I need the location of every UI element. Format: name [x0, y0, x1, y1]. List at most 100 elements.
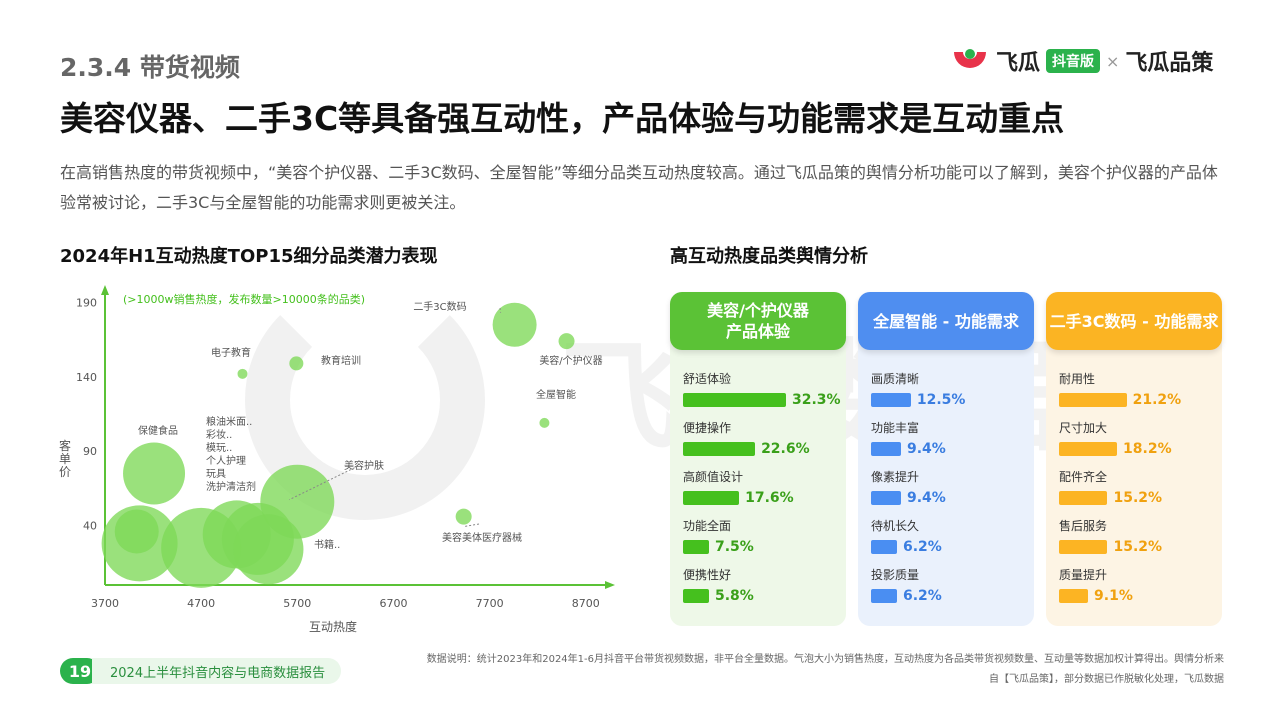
sentiment-bar: [871, 540, 897, 554]
bubble: [558, 333, 575, 350]
sentiment-item-label: 舒适体验: [683, 372, 732, 386]
bubble: [233, 514, 304, 585]
feigua-logo-icon: [954, 49, 986, 68]
sentiment-item: 功能全面 7.5%: [683, 517, 754, 555]
sentiment-bar: [1059, 442, 1118, 456]
sentiment-bar: [683, 589, 709, 603]
cluster-label: 彩妆..: [206, 428, 232, 441]
sentiment-value: 12.5%: [916, 392, 966, 408]
y-tick-label: 40: [83, 520, 97, 533]
sentiment-bar: [683, 442, 756, 456]
sentiment-item-label: 功能丰富: [871, 421, 920, 435]
sentiment-bar: [871, 491, 901, 505]
sentiment-item-label: 便捷操作: [683, 421, 732, 435]
sentiment-panel-header: 二手3C数码 - 功能需求: [1046, 292, 1222, 350]
sentiment-item-label: 便携性好: [683, 568, 732, 582]
bubble: [237, 368, 248, 379]
sentiment-item: 便捷操作 22.6%: [683, 419, 810, 457]
x-axis-arrow: [605, 581, 615, 589]
y-axis-title-char: 价: [59, 465, 71, 479]
sentiment-bar: [871, 589, 897, 603]
leader-line: [499, 307, 502, 313]
x-tick-label: 5700: [283, 597, 311, 610]
logo-text-feigua: 飞瓜: [996, 51, 1041, 76]
sentiment-panel: 全屋智能 - 功能需求画质清晰 12.5% 功能丰富 9.4% 像素提升 9.4% 待机长久…: [858, 292, 1034, 626]
sentiment-value: 7.5%: [715, 539, 754, 555]
sentiment-item-label: 质量提升: [1059, 568, 1108, 582]
sentiment-item: 画质清晰 12.5%: [871, 370, 965, 408]
footer-badge: 19 2024上半年抖音内容与电商数据报告: [60, 658, 342, 684]
y-axis-title-char: 单: [59, 452, 71, 466]
y-axis-title-char: 客: [59, 438, 71, 453]
sentiment-item: 功能丰富 9.4%: [871, 419, 946, 457]
sentiment-value: 9.4%: [906, 490, 946, 506]
bubble-label: 二手3C数码: [413, 300, 466, 313]
sentiment-item-label: 高颜值设计: [683, 470, 744, 484]
sentiment-item-label: 投影质量: [871, 568, 920, 582]
bubble-label: 书籍..: [314, 538, 340, 551]
bubble: [539, 417, 550, 428]
leader-line: [289, 465, 359, 501]
y-tick-label: 140: [76, 371, 97, 384]
sentiment-value: 15.2%: [1113, 539, 1163, 555]
sentiment-panel: 美容/个护仪器 产品体验 舒适体验 32.3% 便捷操作 22.6% 高颜值设计 17.6% 功…: [670, 292, 846, 626]
logo-badge: 抖音版: [1046, 49, 1101, 73]
x-tick-label: 7700: [476, 597, 504, 610]
sentiment-bar: [871, 393, 911, 407]
x-tick-label: 4700: [187, 597, 215, 610]
sentiment-item: 质量提升 9.1%: [1059, 566, 1133, 604]
bubble-label: 保健食品: [138, 424, 178, 437]
logo-text-pince: 飞瓜品策: [1125, 51, 1214, 76]
sentiment-bar: [683, 491, 740, 505]
sentiment-value: 15.2%: [1113, 490, 1163, 506]
sentiment-item: 配件齐全 15.2%: [1059, 468, 1162, 506]
bubble: [114, 509, 159, 554]
sentiment-bar: [871, 442, 901, 456]
sentiment-item-label: 耐用性: [1059, 372, 1096, 386]
sentiment-value: 22.6%: [761, 441, 810, 457]
sentiment-value: 6.2%: [903, 539, 942, 555]
sentiment-item-label: 功能全面: [683, 519, 732, 533]
sentiment-value: 6.2%: [903, 588, 942, 604]
bubble: [289, 356, 304, 371]
y-axis-arrow: [101, 285, 109, 295]
bubble-label: 美容/个护仪器: [539, 354, 602, 367]
x-tick-label: 8700: [572, 597, 600, 610]
cluster-label: 玩具: [206, 468, 226, 480]
sentiment-bar: [1059, 491, 1108, 505]
leader-line: [463, 523, 480, 528]
cluster-label: 洗护清洁剂: [206, 480, 256, 493]
sentiment-value: 32.3%: [792, 392, 841, 408]
x-tick-label: 3700: [91, 597, 119, 610]
sentiment-value: 5.8%: [715, 588, 754, 604]
data-note-line2: 自【飞瓜品策】，部分数据已作脱敏化处理，飞瓜数据: [989, 674, 1224, 685]
data-note-line1: 数据说明：统计2023年和2024年1-6月抖音平台带货视频数据，非平台全量数据…: [426, 654, 1224, 665]
cluster-label: 模玩..: [206, 442, 232, 454]
scatter-chart: 3700 4700 5700 6700 7700 8700 40 90 140 190 互动热度 客单…: [59, 285, 615, 634]
sentiment-item-label: 像素提升: [871, 470, 920, 484]
sentiment-panel-header: 全屋智能 - 功能需求: [858, 292, 1034, 350]
sentiment-item-label: 待机长久: [871, 519, 920, 533]
sentiment-item: 便携性好 5.8%: [683, 566, 754, 604]
sentiment-value: 17.6%: [745, 490, 794, 506]
bubble-label: 美容护肤: [344, 459, 384, 472]
logo-separator: ×: [1106, 51, 1120, 71]
section-tag: 2.3.4 带货视频: [60, 53, 240, 82]
sentiment-item: 投影质量 6.2%: [871, 566, 942, 604]
bubble-label: 教育培训: [321, 354, 361, 367]
sentiment-item-label: 配件齐全: [1059, 470, 1108, 484]
bubble: [455, 508, 472, 525]
y-tick-label: 190: [76, 296, 97, 309]
sentiment-panel: 二手3C数码 - 功能需求 耐用性 21.2% 尺寸加大 18.2% 配件齐全 15.2% 售…: [1046, 292, 1222, 626]
x-axis-title: 互动热度: [309, 619, 357, 634]
chart-annotation: (>1000w销售热度，发布数量>10000条的品类): [123, 292, 365, 306]
sentiment-value: 9.4%: [906, 441, 946, 457]
x-tick-label: 6700: [379, 597, 407, 610]
sentiment-value: 9.1%: [1094, 588, 1133, 604]
sentiment-item: 高颜值设计 17.6%: [683, 468, 794, 506]
bubble-label: 电子教育: [211, 346, 251, 359]
bubble: [492, 302, 537, 347]
bubble: [123, 442, 186, 505]
sentiment-item: 耐用性 21.2%: [1059, 370, 1181, 408]
report-name: 2024上半年抖音内容与电商数据报告: [92, 658, 342, 684]
